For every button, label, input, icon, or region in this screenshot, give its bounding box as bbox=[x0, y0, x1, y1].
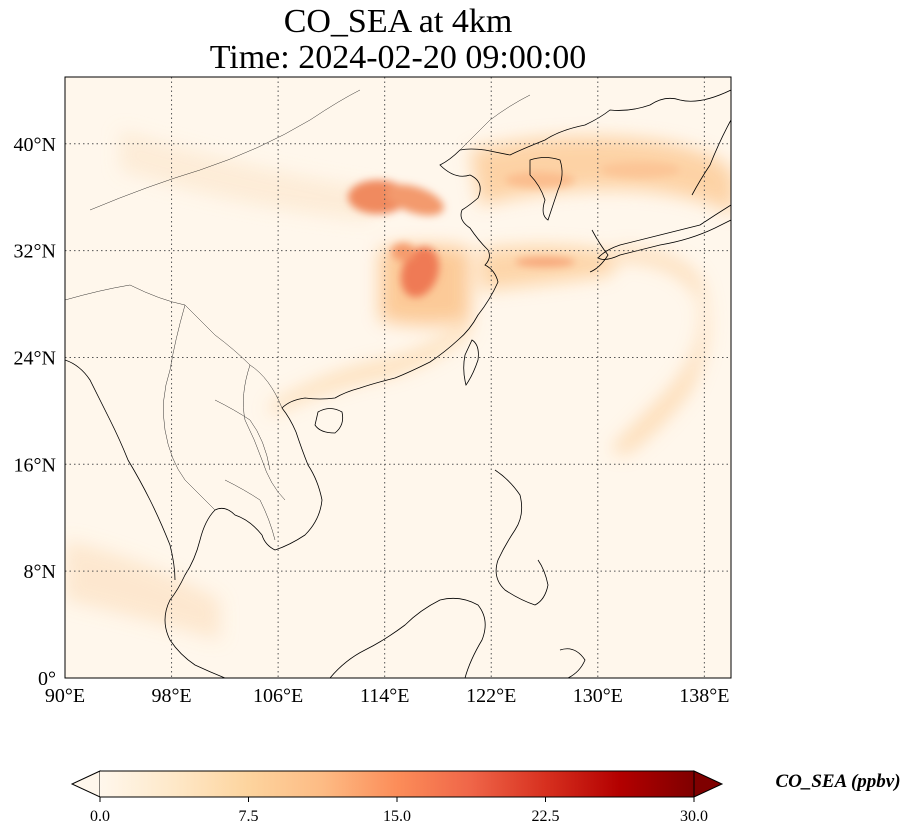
china-coastline bbox=[281, 89, 731, 409]
kyushu bbox=[589, 229, 609, 273]
lon-tick-label: 90°E bbox=[45, 685, 85, 707]
latitude-labels: 0° 8°N 16°N 24°N 32°N 40°N bbox=[14, 134, 56, 690]
concentration-field bbox=[65, 89, 731, 678]
plume-south-china-coast bbox=[270, 320, 470, 415]
border-mongolia bbox=[89, 89, 361, 211]
colorbar-tick-label: 7.5 bbox=[239, 808, 259, 825]
colorbar-body bbox=[100, 771, 694, 797]
myanmar-coast bbox=[65, 359, 176, 581]
core-korea bbox=[505, 172, 575, 188]
hainan bbox=[314, 408, 344, 434]
philippines bbox=[494, 469, 549, 606]
lon-tick-label: 138°E bbox=[679, 685, 729, 707]
gridlines bbox=[65, 77, 731, 678]
sulawesi-north bbox=[559, 648, 586, 678]
border-china-south bbox=[65, 284, 283, 409]
border-myanmar-thailand bbox=[163, 304, 216, 511]
longitude-labels: 90°E 98°E 106°E 114°E 122°E 130°E 138°E bbox=[45, 685, 730, 707]
lat-tick-label: 16°N bbox=[14, 454, 56, 476]
colorbar-high-extend bbox=[693, 770, 724, 798]
borneo bbox=[329, 597, 486, 678]
core-japan-sea bbox=[600, 162, 680, 178]
colorbar-label: CO_SEA (ppbv) bbox=[775, 771, 900, 792]
lat-tick-label: 0° bbox=[38, 668, 56, 690]
lat-tick-label: 24°N bbox=[14, 347, 56, 369]
border-laos-vietnam bbox=[243, 364, 286, 501]
map-frame bbox=[64, 76, 732, 679]
lon-tick-label: 122°E bbox=[466, 685, 516, 707]
core-central-china bbox=[400, 246, 440, 298]
lat-tick-label: 8°N bbox=[24, 561, 56, 583]
core-central-china-2 bbox=[391, 243, 415, 261]
plume-east-china-sea bbox=[480, 246, 620, 290]
map-title: CO_SEA at 4km Time: 2024-02-20 09:00:00 bbox=[65, 4, 731, 76]
colorbar-tick-label: 22.5 bbox=[532, 808, 560, 825]
plume-inner-asia bbox=[120, 130, 380, 220]
border-north-korea bbox=[459, 94, 531, 151]
colorbar-low-extend bbox=[70, 770, 101, 798]
title-line-2: Time: 2024-02-20 09:00:00 bbox=[209, 39, 587, 76]
colorbar-tick-label: 15.0 bbox=[383, 808, 411, 825]
country-borders bbox=[65, 89, 531, 541]
lat-tick-label: 40°N bbox=[14, 134, 56, 156]
border-cambodia bbox=[224, 479, 276, 541]
plume-korea-japan bbox=[470, 136, 731, 213]
lon-tick-label: 114°E bbox=[360, 685, 409, 707]
coastlines bbox=[65, 89, 731, 678]
plume-bay-of-bengal bbox=[65, 540, 220, 640]
lat-tick-label: 32°N bbox=[14, 241, 56, 263]
title-line-1: CO_SEA at 4km bbox=[283, 3, 513, 40]
vietnam-coast bbox=[261, 407, 323, 551]
colorbar-ticks: 0.0 7.5 15.0 22.5 30.0 bbox=[90, 797, 708, 825]
lon-tick-label: 98°E bbox=[151, 685, 191, 707]
core-north-china-2 bbox=[386, 184, 444, 216]
japan-hokkaido-coast bbox=[691, 119, 731, 196]
gulf-of-thailand bbox=[164, 507, 263, 678]
colorbar-tick-label: 30.0 bbox=[680, 808, 708, 825]
korea-peninsula bbox=[529, 157, 563, 221]
taiwan bbox=[463, 339, 479, 386]
plume-pacific-arc bbox=[610, 248, 708, 455]
border-laos bbox=[214, 399, 271, 471]
lon-tick-label: 106°E bbox=[253, 685, 303, 707]
lon-tick-label: 130°E bbox=[573, 685, 623, 707]
colorbar-tick-label: 0.0 bbox=[90, 808, 110, 825]
core-east-china-sea bbox=[515, 257, 575, 267]
